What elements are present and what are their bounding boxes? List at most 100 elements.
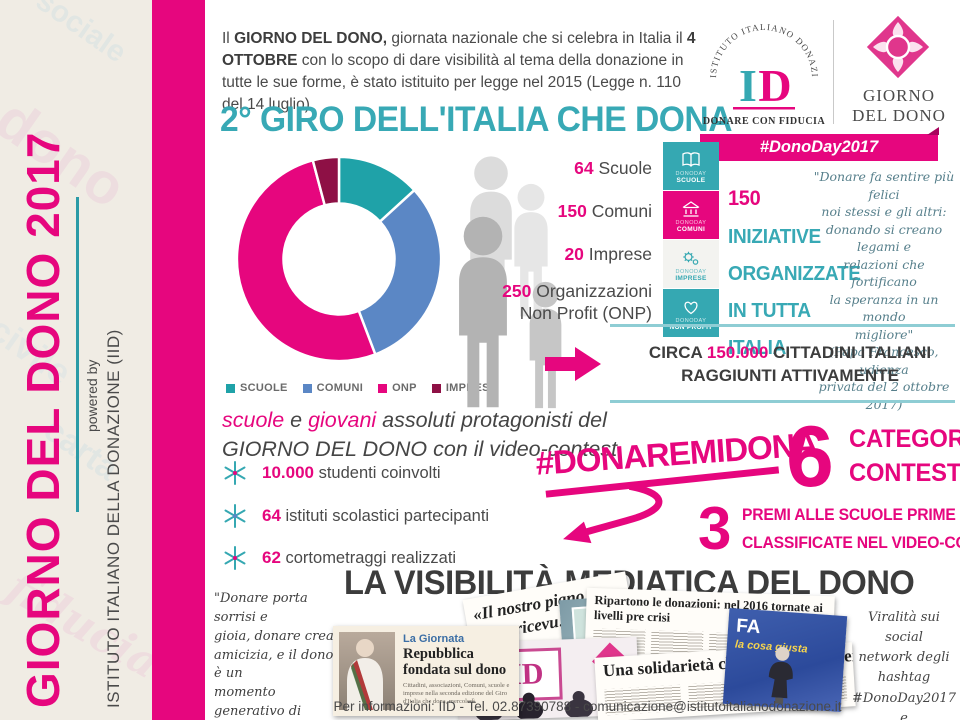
legend-swatch: [226, 383, 235, 393]
stat-imprese: 20 Imprese: [468, 244, 652, 266]
magenta-accent-bar: [152, 0, 205, 720]
iniziative-text: INIZIATIVE: [728, 225, 821, 248]
legend-label: SCUOLE: [240, 382, 288, 394]
tile-brand: DONODAY: [675, 171, 707, 177]
premi-line2: CLASSIFICATE NEL VIDEO-CONTEST: [742, 534, 960, 552]
tile-nonprofit: DONODAY NON PROFIT: [663, 289, 719, 337]
social-virality-note: Viralità sui social network degli hashta…: [852, 610, 956, 720]
contest-contest-label: CONTEST: [849, 459, 960, 487]
protagonisti-line1: scuole e giovani assoluti protagonisti d…: [222, 406, 617, 435]
tile-label: COMUNI: [676, 226, 706, 233]
gears-icon: [683, 251, 699, 265]
protagonisti-text: e: [284, 408, 309, 432]
gdd-logo-line1: GIORNO: [862, 86, 936, 105]
stat-comuni: 150 Comuni: [468, 201, 652, 223]
bullet-label: istituti scolastici partecipanti: [280, 507, 490, 525]
banner-fold: [927, 127, 939, 135]
protagonisti-giovani: giovani: [308, 408, 377, 432]
reach-line2: RAGGIUNTI ATTIVAMENTE: [681, 365, 899, 385]
tile-brand: DONODAY: [675, 269, 707, 275]
stat-scuole: 64 Scuole: [468, 158, 652, 180]
donoday-tile-strip: DONODAY SCUOLE DONODAY COMUNI DONODAY IM…: [663, 142, 719, 338]
bank-icon: [682, 201, 700, 217]
legend-item-comuni: COMUNI: [302, 382, 364, 394]
reach-text: CIRCA: [648, 343, 707, 362]
bullet-number: 62: [262, 548, 281, 567]
premi-number-3: 3: [698, 495, 732, 562]
tile-imprese: DONODAY IMPRESE: [663, 240, 719, 288]
clipping-repubblica: La Giornata Repubblica fondata sul dono …: [333, 626, 519, 716]
sidebar-organization: ISTITUTO ITALIANO DELLA DONAZIONE (IID): [104, 329, 123, 708]
intro-text: Il: [222, 29, 235, 47]
bullet-text: 62 cortometraggi realizzati: [262, 548, 456, 568]
protagonisti-scuole: scuole: [222, 408, 285, 432]
bullet-studenti: 10.000 studenti coinvolti: [222, 460, 441, 486]
left-sidebar: dono sociale carta civile fiducia GIORNO…: [0, 0, 152, 720]
donut-slice-onp: [235, 158, 377, 363]
giorno-del-dono-diamond-icon: [866, 15, 930, 79]
donut-chart: [230, 150, 448, 368]
iniziative-line3: IN TUTTA ITALIA: [728, 299, 811, 359]
protagonisti-gdd: GIORNO DEL DONO: [222, 437, 428, 462]
hashtag-block: #DONAREMIDONA: [534, 425, 819, 555]
logos-block: ISTITUTO ITALIANO DONAZIONE I D DONARE C…: [691, 0, 955, 134]
tv-photo-fa-la-cosa-giusta: FA la cosa giusta: [722, 608, 848, 712]
sidebar-divider-line: [76, 197, 79, 512]
chart-legend: SCUOLE COMUNI ONP IMPRESE: [226, 382, 497, 394]
premi-line1: PREMI ALLE SCUOLE PRIME: [742, 506, 956, 524]
bullet-text: 64 istituti scolastici partecipanti: [262, 506, 489, 526]
reach-number: 150.000: [706, 343, 769, 362]
tile-brand: DONODAY: [675, 220, 707, 226]
heart-icon: [684, 301, 698, 315]
quote-mattarella: "Donare porta sorrisi e gioia, donare cr…: [214, 591, 334, 720]
stat-value: 64: [574, 158, 594, 178]
reach-statement: CIRCA 150.000 CITTADINI ITALIANI RAGGIUNT…: [625, 342, 955, 388]
tile-label: IMPRESE: [675, 275, 707, 282]
stat-value: 250: [502, 281, 532, 301]
iid-logo: ISTITUTO ITALIANO DONAZIONE I D DONARE C…: [691, 0, 825, 127]
powered-by-label: powered by: [84, 359, 100, 432]
separator-line: [610, 400, 955, 403]
stat-label: Imprese: [583, 244, 652, 264]
iniziative-line2: ORGANIZZATE: [728, 262, 861, 285]
clipping-body: Cittadini, associazioni, Comuni, scuole …: [403, 682, 510, 706]
iniziative-number: 150: [728, 187, 761, 210]
contest-number-6: 6: [786, 409, 834, 505]
sidebar-title: GIORNO DEL DONO 2017: [17, 131, 69, 708]
contest-categorie-label: CATEGORIE: [849, 425, 960, 453]
protagonisti-line2: GIORNO DEL DONO con il video-contest: [222, 435, 617, 464]
watermark-word: sociale: [30, 0, 133, 70]
separator-line: [610, 324, 955, 327]
intro-text: con lo scopo di dare visibilità al tema …: [222, 51, 684, 113]
tile-scuole: DONODAY SCUOLE: [663, 142, 719, 190]
iniziative-block: 150 INIZIATIVE ORGANIZZATE IN TUTTA ITAL…: [728, 180, 861, 367]
svg-text:I: I: [739, 60, 757, 111]
clipping-headline: Repubblica fondata sul dono: [403, 646, 507, 678]
book-icon: [682, 152, 700, 168]
legend-swatch: [431, 383, 441, 393]
bullet-istituti: 64 istituti scolastici partecipanti: [222, 503, 489, 529]
intro-paragraph: Il GIORNO DEL DONO, giornata nazionale c…: [222, 28, 704, 116]
legend-item-onp: ONP: [378, 382, 417, 394]
quote-papa-francesco: "Donare fa sentire più felici noi stessi…: [813, 169, 955, 412]
protagonisti-heading: scuole e giovani assoluti protagonisti d…: [222, 406, 617, 464]
intro-text: giornata nazionale che si celebra in Ita…: [387, 29, 687, 47]
gdd-logo-line2: DEL DONO: [852, 106, 946, 125]
legend-swatch: [378, 383, 388, 393]
stat-value: 20: [564, 244, 584, 264]
footer-contact-info: Per informazioni: IID - Tel. 02.87390788…: [333, 699, 842, 714]
figure-with-sash-icon: [347, 639, 383, 710]
bullet-cortometraggi: 62 cortometraggi realizzati: [222, 545, 456, 571]
clipping-kicker: La Giornata: [403, 633, 465, 645]
page-title: 2° GIRO DELL'ITALIA CHE DONA: [220, 100, 732, 139]
right-arrow-icon: [545, 347, 601, 381]
legend-item-scuole: SCUOLE: [226, 382, 288, 394]
donoday-banner: #DonoDay2017: [700, 127, 939, 161]
intro-bold-giorno: GIORNO DEL DONO,: [234, 29, 388, 47]
stat-label: Scuole: [593, 158, 652, 178]
intro-bold-date: 4 OTTOBRE: [222, 29, 696, 69]
tile-comuni: DONODAY COMUNI: [663, 191, 719, 239]
legend-label: COMUNI: [316, 382, 364, 394]
legend-swatch: [302, 383, 312, 393]
